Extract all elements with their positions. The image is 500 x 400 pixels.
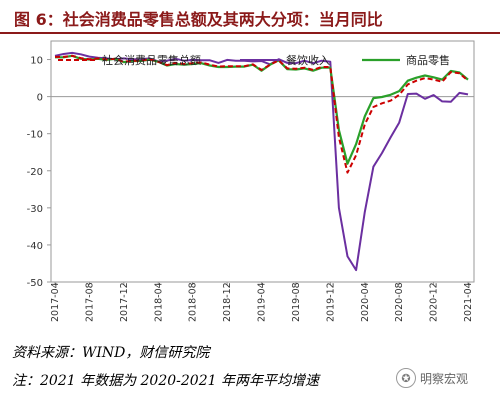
x-tick-label: 2017-08	[84, 282, 95, 322]
plot-area	[50, 40, 475, 283]
series-line-3	[55, 54, 469, 165]
x-tick-label: 2019-08	[291, 282, 302, 322]
x-tick-label: 2018-12	[222, 282, 233, 322]
source-note: 资料来源：WIND，财信研究院	[12, 345, 210, 361]
y-tick-label: -30	[27, 204, 43, 215]
chart: -50 -40 -30 -20 -10 0 10 2017-04 2017-08 2017-12 2…	[27, 40, 475, 322]
x-tick-label: 2020-12	[429, 282, 440, 322]
figure-header: 图 6：社会消费品零售总额及其两大分项：当月同比	[0, 0, 500, 34]
footnote: 注：2021 年数据为 2020-2021 年两年平均增速	[12, 373, 319, 389]
y-tick-label: 0	[37, 93, 43, 104]
x-tick-label: 2018-04	[153, 282, 164, 322]
figure-title: 图 6：社会消费品零售总额及其两大分项：当月同比	[14, 10, 383, 29]
legend-label-3: 商品零售	[406, 53, 450, 67]
x-tick-label: 2020-04	[360, 282, 371, 322]
title-underline	[0, 32, 500, 34]
x-tick-label: 2019-04	[257, 282, 268, 322]
legend-label-2: 餐饮收入	[286, 53, 330, 67]
x-tick-label: 2021-04	[463, 282, 474, 322]
wechat-icon: ✪	[396, 368, 416, 388]
series-line-1	[55, 54, 469, 174]
x-tick-label: 2020-08	[394, 282, 405, 322]
y-tick-label: -40	[27, 241, 43, 252]
legend-label-1: 社会消费品零售总额	[102, 53, 201, 67]
watermark-text: 明察宏观	[420, 371, 469, 386]
y-tick-label: -10	[27, 130, 43, 141]
x-tick-label: 2017-12	[119, 282, 130, 322]
x-tick-label: 2019-12	[325, 282, 336, 322]
y-tick-label: -20	[27, 167, 43, 178]
y-tick-label: -50	[27, 278, 43, 289]
y-tick-label: 10	[30, 56, 43, 67]
watermark: ✪ 明察宏观	[396, 368, 468, 388]
x-tick-label: 2017-04	[50, 282, 61, 322]
x-tick-label: 2018-08	[188, 282, 199, 322]
